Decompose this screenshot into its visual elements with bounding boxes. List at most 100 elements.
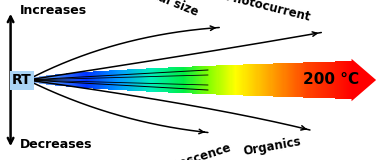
Polygon shape [99, 71, 100, 89]
Polygon shape [197, 66, 198, 94]
Polygon shape [231, 65, 232, 95]
Polygon shape [194, 66, 195, 94]
Polygon shape [132, 69, 133, 91]
Polygon shape [232, 65, 234, 95]
Polygon shape [300, 63, 301, 97]
Polygon shape [98, 71, 99, 89]
Polygon shape [91, 72, 92, 88]
Polygon shape [311, 62, 313, 98]
Polygon shape [35, 77, 36, 83]
Polygon shape [304, 62, 305, 98]
Polygon shape [48, 75, 49, 85]
Polygon shape [239, 65, 240, 95]
Polygon shape [182, 67, 183, 93]
Polygon shape [212, 66, 213, 94]
Polygon shape [175, 67, 177, 93]
Polygon shape [257, 64, 259, 96]
Polygon shape [284, 63, 285, 97]
Polygon shape [119, 70, 120, 90]
Polygon shape [308, 62, 309, 98]
Polygon shape [208, 66, 209, 94]
Polygon shape [183, 67, 184, 93]
Polygon shape [235, 65, 236, 95]
Polygon shape [264, 64, 265, 96]
Polygon shape [220, 65, 221, 95]
Polygon shape [202, 66, 203, 94]
Polygon shape [338, 61, 339, 99]
Polygon shape [189, 67, 191, 93]
Polygon shape [206, 66, 207, 94]
Text: Photoluminescence: Photoluminescence [107, 141, 233, 160]
Polygon shape [347, 61, 348, 99]
Polygon shape [63, 74, 64, 86]
Polygon shape [218, 65, 220, 95]
Polygon shape [134, 69, 135, 91]
Polygon shape [29, 78, 31, 82]
Polygon shape [336, 61, 338, 99]
Polygon shape [289, 63, 290, 97]
Polygon shape [142, 69, 143, 91]
Polygon shape [82, 72, 84, 88]
Polygon shape [59, 74, 60, 86]
Polygon shape [101, 71, 102, 89]
Polygon shape [238, 65, 239, 95]
Polygon shape [127, 69, 128, 91]
Polygon shape [276, 63, 277, 97]
Polygon shape [128, 69, 129, 91]
Polygon shape [156, 68, 157, 92]
Polygon shape [249, 64, 250, 96]
Polygon shape [118, 70, 119, 90]
Polygon shape [191, 67, 192, 93]
Polygon shape [302, 63, 303, 97]
Polygon shape [167, 68, 168, 92]
Polygon shape [40, 76, 41, 84]
Polygon shape [349, 61, 350, 99]
Polygon shape [263, 64, 264, 96]
Polygon shape [227, 65, 228, 95]
Polygon shape [223, 65, 224, 95]
Polygon shape [71, 73, 73, 87]
Polygon shape [261, 64, 262, 96]
Polygon shape [262, 64, 263, 96]
Polygon shape [314, 62, 315, 98]
Polygon shape [78, 72, 79, 88]
Polygon shape [210, 66, 211, 94]
Polygon shape [329, 62, 330, 98]
Polygon shape [237, 65, 238, 95]
Polygon shape [103, 71, 104, 89]
Polygon shape [100, 71, 101, 89]
Polygon shape [273, 64, 274, 96]
Polygon shape [145, 68, 146, 92]
Polygon shape [66, 73, 67, 87]
Polygon shape [76, 73, 77, 87]
Text: 200 °C: 200 °C [303, 72, 359, 88]
Polygon shape [327, 62, 328, 98]
Polygon shape [243, 64, 245, 96]
Polygon shape [171, 67, 172, 93]
Polygon shape [106, 71, 107, 89]
Polygon shape [252, 64, 253, 96]
Polygon shape [282, 63, 284, 97]
Polygon shape [60, 74, 61, 86]
Polygon shape [346, 61, 347, 99]
Polygon shape [89, 72, 90, 88]
Polygon shape [108, 71, 109, 89]
Polygon shape [155, 68, 156, 92]
Polygon shape [319, 62, 320, 98]
Polygon shape [303, 63, 304, 97]
Polygon shape [54, 75, 55, 85]
Polygon shape [335, 61, 336, 99]
Polygon shape [297, 63, 299, 97]
Polygon shape [184, 67, 185, 93]
Polygon shape [342, 61, 343, 99]
Polygon shape [320, 62, 321, 98]
Polygon shape [93, 71, 94, 89]
Polygon shape [133, 69, 134, 91]
Text: RT: RT [12, 73, 32, 87]
Polygon shape [114, 70, 115, 90]
Polygon shape [161, 68, 163, 92]
Polygon shape [107, 71, 108, 89]
Polygon shape [271, 64, 273, 96]
Polygon shape [242, 64, 243, 96]
Polygon shape [341, 61, 342, 99]
